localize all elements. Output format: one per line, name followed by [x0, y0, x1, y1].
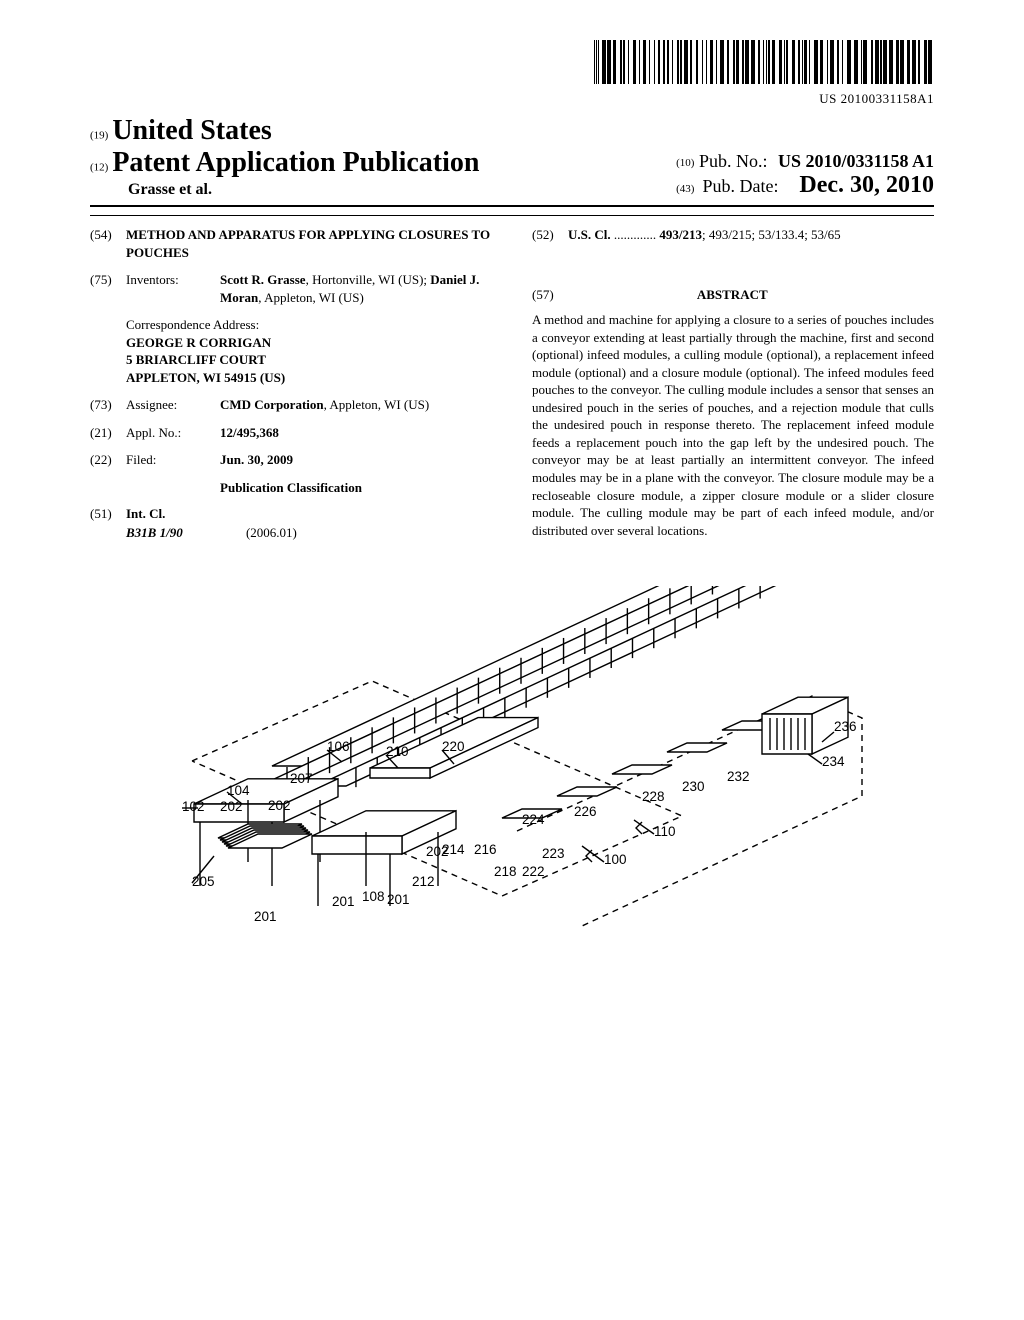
svg-text:201: 201 [387, 892, 410, 907]
pubdate-label: Pub. Date: [702, 176, 778, 197]
svg-text:236: 236 [834, 719, 857, 734]
pubdate: Dec. 30, 2010 [799, 172, 934, 199]
bibliographic-section: (54) METHOD AND APPARATUS FOR APPLYING C… [90, 226, 934, 552]
filed-value: Jun. 30, 2009 [220, 452, 293, 467]
authors-line: Grasse et al. [128, 181, 479, 199]
corr-line: APPLETON, WI 54915 (US) [126, 370, 285, 385]
figure-area: 1021042052022071062022102201082012122012… [90, 586, 934, 951]
field-num: (54) [90, 226, 126, 261]
svg-text:205: 205 [192, 874, 215, 889]
country: United States [112, 115, 271, 146]
svg-text:207: 207 [290, 771, 313, 786]
pubtype-prefix: (12) [90, 161, 108, 173]
svg-text:220: 220 [442, 739, 465, 754]
abstract-text: A method and machine for applying a clos… [532, 311, 934, 539]
field-num: (57) [532, 286, 568, 304]
barcode [594, 40, 934, 89]
abstract-block: (57) ABSTRACT A method and machine for a… [532, 280, 934, 540]
field-label: Assignee: [126, 396, 220, 414]
assignee-value: CMD Corporation, Appleton, WI (US) [220, 396, 492, 414]
field-num: (73) [90, 396, 126, 414]
field-num: (51) [90, 505, 126, 523]
field-label: Appl. No.: [126, 424, 220, 442]
svg-text:226: 226 [574, 804, 597, 819]
barcode-caption: US 20100331158A1 [90, 91, 934, 107]
header: (19) United States (12) Patent Applicati… [90, 115, 934, 199]
svg-text:210: 210 [386, 744, 409, 759]
uscl-secondary: ; 493/215; 53/133.4; 53/65 [702, 227, 841, 242]
svg-text:224: 224 [522, 812, 545, 827]
uscl-primary: 493/213 [659, 227, 702, 242]
intcl-row: (51) Int. Cl. [90, 505, 492, 523]
svg-text:230: 230 [682, 779, 705, 794]
header-left: (19) United States (12) Patent Applicati… [90, 115, 479, 199]
svg-text:214: 214 [442, 842, 465, 857]
pubdate-prefix: (43) [676, 183, 694, 195]
abstract-heading: ABSTRACT [571, 286, 893, 304]
intcl-code: B31B 1/90 [126, 525, 183, 540]
svg-text:100: 100 [604, 852, 627, 867]
corr-line: 5 BRIARCLIFF COURT [126, 352, 266, 367]
biblio-left-column: (54) METHOD AND APPARATUS FOR APPLYING C… [90, 226, 492, 552]
field-num: (75) [90, 271, 126, 306]
rule-thin [90, 215, 934, 216]
svg-text:202: 202 [268, 798, 291, 813]
biblio-right-column: (52) U.S. Cl. ............. 493/213; 493… [532, 226, 934, 552]
svg-text:216: 216 [474, 842, 497, 857]
filed-row: (22) Filed: Jun. 30, 2009 [90, 451, 492, 469]
applno-row: (21) Appl. No.: 12/495,368 [90, 424, 492, 442]
applno-value: 12/495,368 [220, 425, 279, 440]
svg-text:218: 218 [494, 864, 517, 879]
svg-text:110: 110 [654, 824, 676, 839]
intcl-label: Int. Cl. [126, 506, 165, 521]
assignee-row: (73) Assignee: CMD Corporation, Appleton… [90, 396, 492, 414]
uscl-dots: ............. [611, 227, 660, 242]
barcode-block: US 20100331158A1 [90, 40, 934, 107]
field-label: Filed: [126, 451, 220, 469]
svg-text:232: 232 [727, 769, 750, 784]
correspondence-address: Correspondence Address: GEORGE R CORRIGA… [126, 316, 492, 386]
svg-text:201: 201 [332, 894, 355, 909]
field-num: (21) [90, 424, 126, 442]
assignee-name: CMD Corporation [220, 397, 324, 412]
inventors-value: Scott R. Grasse, Hortonville, WI (US); D… [220, 271, 492, 306]
intcl-code-row: B31B 1/90 (2006.01) [90, 524, 492, 542]
patent-figure: 1021042052022071062022102201082012122012… [122, 586, 902, 946]
svg-text:202: 202 [220, 799, 243, 814]
svg-text:104: 104 [227, 783, 250, 798]
field-label: Inventors: [126, 271, 220, 306]
svg-text:102: 102 [182, 799, 205, 814]
pubno-label: Pub. No.: [699, 151, 768, 171]
uscl-label: U.S. Cl. [568, 227, 611, 242]
pubno-prefix: (10) [676, 157, 694, 169]
field-num: (52) [532, 226, 568, 244]
svg-text:106: 106 [327, 739, 350, 754]
rule-thick [90, 205, 934, 207]
intcl-date: (2006.01) [246, 525, 297, 540]
invention-title: METHOD AND APPARATUS FOR APPLYING CLOSUR… [126, 226, 492, 261]
title-row: (54) METHOD AND APPARATUS FOR APPLYING C… [90, 226, 492, 261]
pub-class-heading: Publication Classification [90, 479, 492, 497]
field-num: (22) [90, 451, 126, 469]
svg-text:228: 228 [642, 789, 665, 804]
svg-text:108: 108 [362, 889, 385, 904]
svg-text:223: 223 [542, 846, 565, 861]
corr-line: GEORGE R CORRIGAN [126, 335, 271, 350]
svg-text:234: 234 [822, 754, 845, 769]
inventor-name: Scott R. Grasse [220, 272, 306, 287]
publication-type: Patent Application Publication [112, 147, 479, 178]
header-right: (10) Pub. No.: US 2010/0331158 A1 (43) P… [676, 151, 934, 199]
pubno: US 2010/0331158 A1 [778, 151, 934, 171]
inventors-row: (75) Inventors: Scott R. Grasse, Hortonv… [90, 271, 492, 306]
svg-text:201: 201 [254, 909, 277, 924]
country-prefix: (19) [90, 129, 108, 141]
uscl-row: (52) U.S. Cl. ............. 493/213; 493… [532, 226, 934, 244]
svg-text:212: 212 [412, 874, 435, 889]
corr-label: Correspondence Address: [126, 316, 492, 334]
svg-text:222: 222 [522, 864, 545, 879]
